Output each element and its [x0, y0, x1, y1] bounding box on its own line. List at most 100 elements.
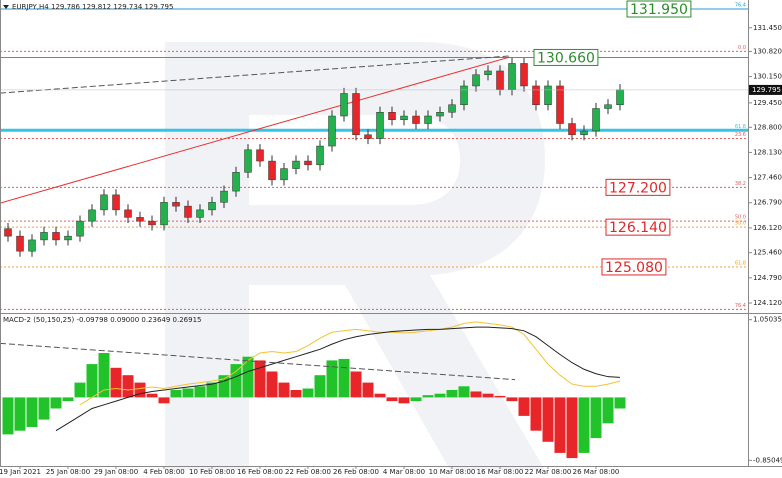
histogram-bar — [482, 393, 494, 398]
candle-body — [184, 205, 192, 218]
candle-body — [112, 194, 120, 211]
histogram-bar — [614, 397, 626, 409]
histogram-bar — [566, 397, 578, 459]
candle-body — [592, 108, 600, 132]
level-label-box — [605, 218, 671, 236]
histogram-bar — [470, 391, 482, 398]
level-label-box — [533, 48, 599, 66]
histogram-bar — [158, 397, 170, 404]
histogram-bar — [14, 397, 26, 431]
fib-label: 76.4 — [735, 303, 746, 309]
fib-label: 50.0 — [735, 215, 746, 221]
y-tick-label: 130.150 — [753, 73, 782, 81]
candle-body — [328, 115, 336, 147]
candle-body — [496, 70, 504, 90]
candle-body — [28, 239, 36, 252]
histogram-bar — [350, 371, 362, 398]
candle-body — [508, 63, 516, 90]
candle-body — [52, 232, 60, 241]
x-tick-label: 29 Jan 08:00 — [94, 468, 138, 476]
trendline — [0, 56, 510, 204]
candle-body — [268, 160, 276, 181]
histogram-bar — [338, 358, 350, 398]
histogram-bar — [86, 364, 98, 398]
x-tick-label: 26 Feb 08:00 — [333, 468, 379, 476]
y-tick-label: 128.130 — [753, 148, 782, 156]
y-tick-label: 126.790 — [753, 199, 782, 207]
candle-body — [520, 63, 528, 87]
candle-body — [220, 190, 228, 203]
histogram-bar — [182, 388, 194, 398]
macd-header: MACD-2 (50,150,25) -0.09798 0.09000 0.23… — [3, 316, 202, 324]
histogram-bar — [362, 382, 374, 398]
candle-body — [232, 172, 240, 192]
histogram-bar — [554, 397, 566, 453]
level-label-box — [605, 178, 671, 196]
x-tick-label: 22 Mar 08:00 — [525, 468, 572, 476]
candle-body — [460, 85, 468, 105]
candle-body — [448, 104, 456, 113]
histogram-bar — [386, 397, 398, 402]
histogram-bar — [542, 397, 554, 442]
fib-label: 61.8 — [735, 260, 746, 266]
candle-body — [364, 134, 372, 139]
candle-body — [256, 149, 264, 162]
x-tick-label: 4 Mar 08:00 — [383, 468, 425, 476]
histogram-bar — [422, 395, 434, 398]
histogram-bar — [266, 371, 278, 398]
fib-label: 61.8 — [735, 124, 746, 130]
level-label: 125.080 — [605, 260, 663, 276]
histogram-bar — [398, 397, 410, 404]
histogram-bar — [458, 386, 470, 398]
fib-label: 76.4 — [735, 3, 746, 9]
main-panel: 131.450 130.820 130.150 129.450 128.800 128.1… — [0, 0, 782, 310]
chart-header: EURJPY,H4 129.786 129.812 129.734 129.79… — [12, 3, 173, 11]
level-label-box — [601, 258, 667, 276]
y-tick-label: 125.460 — [753, 249, 782, 257]
histogram-bar — [110, 367, 122, 398]
candle-body — [472, 74, 480, 87]
candle-body — [412, 115, 420, 124]
histogram-bar — [242, 356, 254, 398]
candle-body — [556, 85, 564, 124]
histogram-bar — [50, 397, 62, 409]
candle-body — [100, 194, 108, 211]
histogram-bar — [326, 360, 338, 398]
candle-body — [532, 85, 540, 105]
histogram-bar — [314, 375, 326, 398]
y-tick-label: 124.120 — [753, 299, 782, 307]
histogram-bar — [26, 397, 38, 427]
level-label: 126.140 — [609, 220, 667, 236]
candle-body — [76, 220, 84, 237]
candle-body — [136, 217, 144, 222]
macd-line — [55, 326, 621, 432]
histogram-bar — [74, 382, 86, 398]
candle-body — [4, 228, 12, 237]
histogram-bar — [302, 388, 314, 398]
candle-body — [568, 123, 576, 136]
last-price-label: 129.795 — [752, 86, 781, 94]
macd-panel: 1.05035 -0.85049 — [0, 316, 782, 464]
candle-body — [304, 160, 312, 166]
histogram-bar — [230, 364, 242, 398]
histogram-bar — [446, 390, 458, 398]
signal-line — [79, 321, 621, 406]
x-tick-label: 4 Feb 08:00 — [143, 468, 184, 476]
y-tick-label: 127.460 — [753, 174, 782, 182]
histogram-bar — [518, 397, 530, 416]
candle-body — [280, 168, 288, 181]
y-tick-label: 124.790 — [753, 274, 782, 282]
candle-body — [208, 202, 216, 211]
candle-body — [616, 89, 624, 105]
fib-label: 50.0 — [735, 221, 746, 227]
x-tick-label: 26 Mar 08:00 — [573, 468, 620, 476]
candle-body — [148, 220, 156, 226]
histogram-bar — [410, 397, 422, 402]
candle-body — [316, 145, 324, 166]
candle-body — [292, 160, 300, 169]
candle-body — [424, 115, 432, 124]
candle-body — [352, 93, 360, 136]
histogram-bar — [38, 397, 50, 420]
y-tick-label: 129.450 — [753, 99, 782, 107]
